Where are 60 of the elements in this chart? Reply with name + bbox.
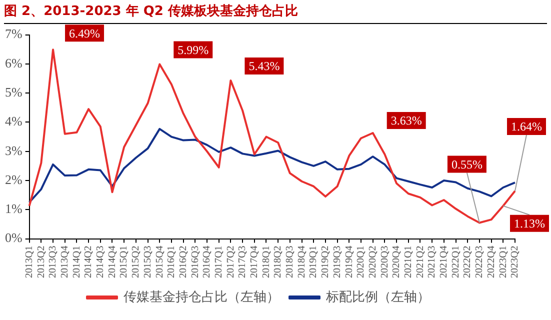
- x-tick-label: 2021Q3: [426, 246, 438, 278]
- x-tick-label: 2016Q2: [178, 246, 189, 278]
- x-tick-label: 2017Q2: [225, 246, 236, 278]
- x-tick-label: 2013Q2: [36, 246, 47, 278]
- legend-label: 标配比例（左轴）: [325, 290, 430, 305]
- x-tick-label: 2018Q1: [260, 246, 272, 278]
- x-tick-label: 2022Q4: [486, 246, 497, 278]
- x-tick-label: 2014Q3: [95, 246, 106, 278]
- x-tick-label: 2013Q4: [59, 246, 70, 278]
- x-tick-label: 2020Q4: [391, 246, 402, 278]
- x-tick-label: 2017Q4: [249, 246, 260, 278]
- x-tick-label: 2023Q2: [510, 246, 521, 278]
- annotation: 6.49%: [69, 26, 100, 40]
- y-tick-label: 5%: [4, 84, 22, 100]
- annotation: 1.64%: [511, 120, 542, 134]
- y-tick-label: 1%: [4, 201, 22, 216]
- x-tick-label: 2018Q3: [284, 246, 296, 278]
- chart-title: 图 2、2013-2023 年 Q2 传媒板块基金持仓占比: [4, 2, 547, 24]
- x-tick-label: 2020Q3: [379, 246, 390, 278]
- x-tick-label: 2021Q2: [414, 246, 426, 278]
- x-tick-label: 2017Q1: [213, 246, 224, 278]
- x-tick-label: 2022Q3: [474, 246, 486, 278]
- x-tick-label: 2023Q1: [498, 246, 509, 278]
- x-tick-label: 2017Q3: [237, 246, 248, 278]
- x-tick-label: 2019Q1: [308, 246, 320, 278]
- x-tick-label: 2014Q1: [71, 246, 82, 278]
- y-tick-label: 3%: [4, 142, 22, 158]
- x-tick-label: 2020Q1: [356, 246, 367, 278]
- annotation: 0.55%: [451, 157, 482, 172]
- legend-label: 传媒基金持仓占比（左轴）: [124, 290, 280, 305]
- y-tick-label: 6%: [4, 55, 22, 70]
- x-tick-label: 2021Q4: [438, 246, 450, 278]
- x-tick-label: 2018Q4: [296, 246, 308, 278]
- x-tick-label: 2014Q4: [106, 246, 118, 278]
- x-tick-label: 2015Q4: [154, 246, 166, 278]
- y-tick-label: 7%: [4, 26, 22, 42]
- x-tick-label: 2016Q1: [166, 246, 178, 278]
- x-tick-label: 2015Q1: [118, 246, 130, 278]
- annotation: 5.99%: [178, 42, 209, 57]
- x-tick-label: 2019Q4: [344, 246, 355, 278]
- x-tick-label: 2018Q2: [272, 246, 284, 278]
- x-tick-label: 2015Q2: [130, 246, 142, 278]
- x-tick-label: 2015Q3: [142, 246, 154, 278]
- x-tick-label: 2013Q3: [48, 246, 59, 278]
- annotation: 3.63%: [390, 114, 422, 128]
- x-tick-label: 2019Q2: [320, 246, 332, 278]
- x-tick-label: 2022Q1: [450, 246, 462, 278]
- x-tick-label: 2021Q1: [403, 246, 414, 278]
- x-tick-label: 2014Q2: [83, 246, 94, 278]
- x-tick-label: 2016Q3: [190, 246, 201, 278]
- y-tick-label: 2%: [4, 172, 22, 187]
- annotation: 5.43%: [248, 59, 280, 74]
- x-tick-label: 2020Q2: [367, 246, 378, 278]
- y-tick-label: 4%: [4, 114, 22, 129]
- x-tick-label: 2022Q2: [462, 246, 474, 278]
- x-tick-label: 2019Q3: [332, 246, 343, 278]
- y-tick-label: 0%: [4, 230, 22, 246]
- annotation: 1.13%: [514, 216, 545, 231]
- x-tick-label: 2013Q1: [24, 246, 35, 278]
- x-tick-label: 2016Q4: [202, 246, 213, 278]
